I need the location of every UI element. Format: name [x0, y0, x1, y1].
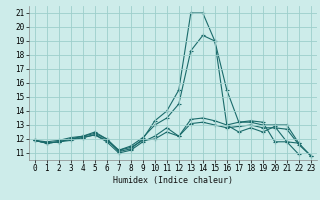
X-axis label: Humidex (Indice chaleur): Humidex (Indice chaleur): [113, 176, 233, 185]
